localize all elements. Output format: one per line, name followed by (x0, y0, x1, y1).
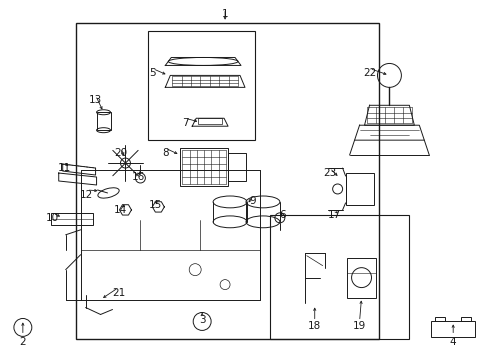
Text: 12: 12 (80, 190, 93, 200)
Text: 6: 6 (279, 210, 285, 220)
Text: 13: 13 (89, 95, 102, 105)
Text: 20: 20 (114, 148, 127, 158)
Text: 21: 21 (112, 288, 125, 298)
Text: 10: 10 (46, 213, 59, 223)
Bar (148, 31, 254, 140)
Bar (96, 112, 110, 130)
Text: 9: 9 (249, 196, 256, 206)
Text: 2: 2 (20, 337, 26, 347)
Bar (460, 318, 470, 321)
Bar (434, 318, 444, 321)
Text: 17: 17 (327, 210, 341, 220)
Text: 11: 11 (58, 163, 71, 173)
Text: 23: 23 (323, 168, 336, 178)
Text: 7: 7 (182, 118, 188, 128)
Text: 4: 4 (449, 337, 456, 347)
Text: 3: 3 (199, 315, 205, 325)
Bar (430, 321, 474, 337)
Bar (198, 118, 222, 124)
Text: 18: 18 (307, 321, 321, 332)
Text: 14: 14 (114, 205, 127, 215)
Bar (51, 213, 92, 225)
Text: 22: 22 (362, 68, 375, 78)
Bar (227, 153, 245, 181)
Text: 1: 1 (222, 9, 228, 19)
Bar (269, 215, 408, 339)
Text: 5: 5 (149, 68, 155, 78)
Bar (180, 148, 227, 186)
Text: 8: 8 (162, 148, 168, 158)
Text: 19: 19 (352, 321, 366, 332)
Bar (346, 258, 376, 298)
Text: 15: 15 (148, 200, 162, 210)
Bar (345, 173, 373, 205)
Bar (76, 23, 379, 339)
Text: 16: 16 (132, 172, 145, 182)
